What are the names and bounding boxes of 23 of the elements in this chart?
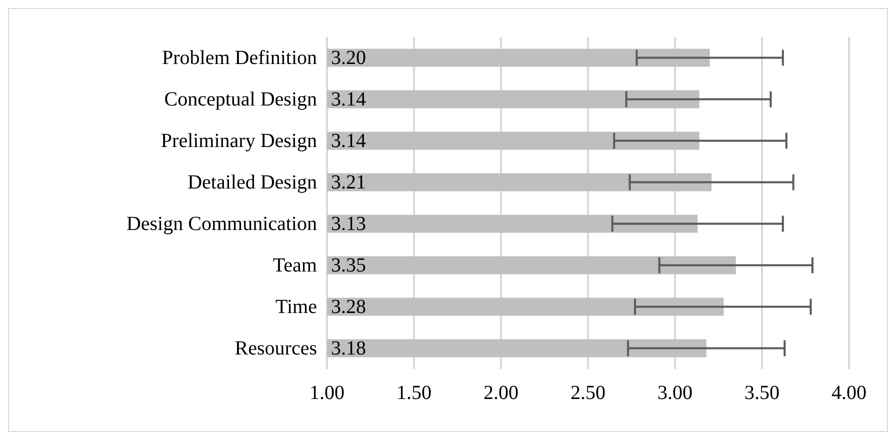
y-tick-label: Detailed Design xyxy=(188,171,317,194)
x-tick-label: 1.50 xyxy=(396,382,432,404)
y-tick-label: Design Communication xyxy=(126,212,317,235)
x-tick-label: 3.50 xyxy=(744,382,780,404)
y-tick-label: Conceptual Design xyxy=(164,88,317,110)
data-label: 3.35 xyxy=(331,254,366,276)
x-tick-label: 3.00 xyxy=(658,382,692,404)
x-tick-label: 4.00 xyxy=(832,382,866,404)
x-tick-label: 2.00 xyxy=(484,382,518,404)
y-tick-label: Problem Definition xyxy=(162,46,317,69)
data-label: 3.28 xyxy=(331,296,366,318)
x-tick-label: 2.50 xyxy=(570,382,606,404)
y-tick-label: Preliminary Design xyxy=(160,130,317,152)
data-label: 3.14 xyxy=(331,130,366,152)
y-tick-label: Time xyxy=(275,296,318,318)
data-label: 3.21 xyxy=(331,171,366,194)
y-tick-label: Team xyxy=(272,254,318,276)
data-label: 3.14 xyxy=(331,88,366,110)
data-label: 3.18 xyxy=(331,337,366,360)
y-tick-label: Resources xyxy=(234,337,318,360)
x-tick-label: 1.00 xyxy=(310,382,344,404)
data-label: 3.20 xyxy=(331,46,366,69)
data-label: 3.13 xyxy=(331,212,366,235)
